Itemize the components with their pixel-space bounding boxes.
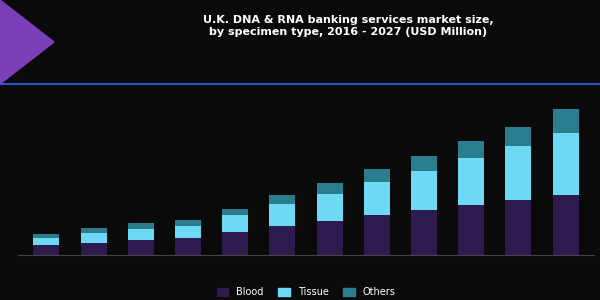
- Bar: [222, 208, 248, 214]
- Bar: [269, 204, 295, 226]
- Bar: [553, 195, 578, 255]
- Bar: [80, 228, 107, 233]
- Bar: [364, 169, 390, 181]
- Bar: [411, 156, 437, 171]
- Bar: [222, 214, 248, 232]
- Bar: [364, 214, 390, 255]
- Bar: [364, 182, 390, 214]
- Bar: [128, 240, 154, 255]
- Bar: [458, 158, 484, 205]
- Bar: [317, 221, 343, 255]
- Bar: [505, 146, 532, 200]
- Bar: [553, 110, 578, 133]
- Bar: [317, 183, 343, 194]
- Bar: [269, 226, 295, 255]
- Bar: [34, 245, 59, 255]
- Bar: [80, 243, 107, 255]
- Bar: [505, 127, 532, 146]
- Bar: [458, 141, 484, 158]
- Bar: [80, 233, 107, 243]
- Bar: [128, 223, 154, 229]
- Text: U.K. DNA & RNA banking services market size,
by specimen type, 2016 - 2027 (USD : U.K. DNA & RNA banking services market s…: [203, 15, 493, 37]
- Bar: [175, 220, 201, 226]
- Bar: [222, 232, 248, 255]
- Bar: [458, 205, 484, 255]
- Bar: [505, 200, 532, 255]
- Bar: [34, 234, 59, 238]
- Bar: [411, 171, 437, 210]
- Bar: [175, 238, 201, 255]
- Legend: Blood, Tissue, Others: Blood, Tissue, Others: [213, 283, 399, 300]
- Bar: [553, 133, 578, 195]
- Bar: [34, 238, 59, 245]
- Bar: [269, 195, 295, 204]
- Bar: [128, 229, 154, 240]
- Bar: [175, 226, 201, 238]
- Bar: [411, 210, 437, 255]
- Bar: [317, 194, 343, 221]
